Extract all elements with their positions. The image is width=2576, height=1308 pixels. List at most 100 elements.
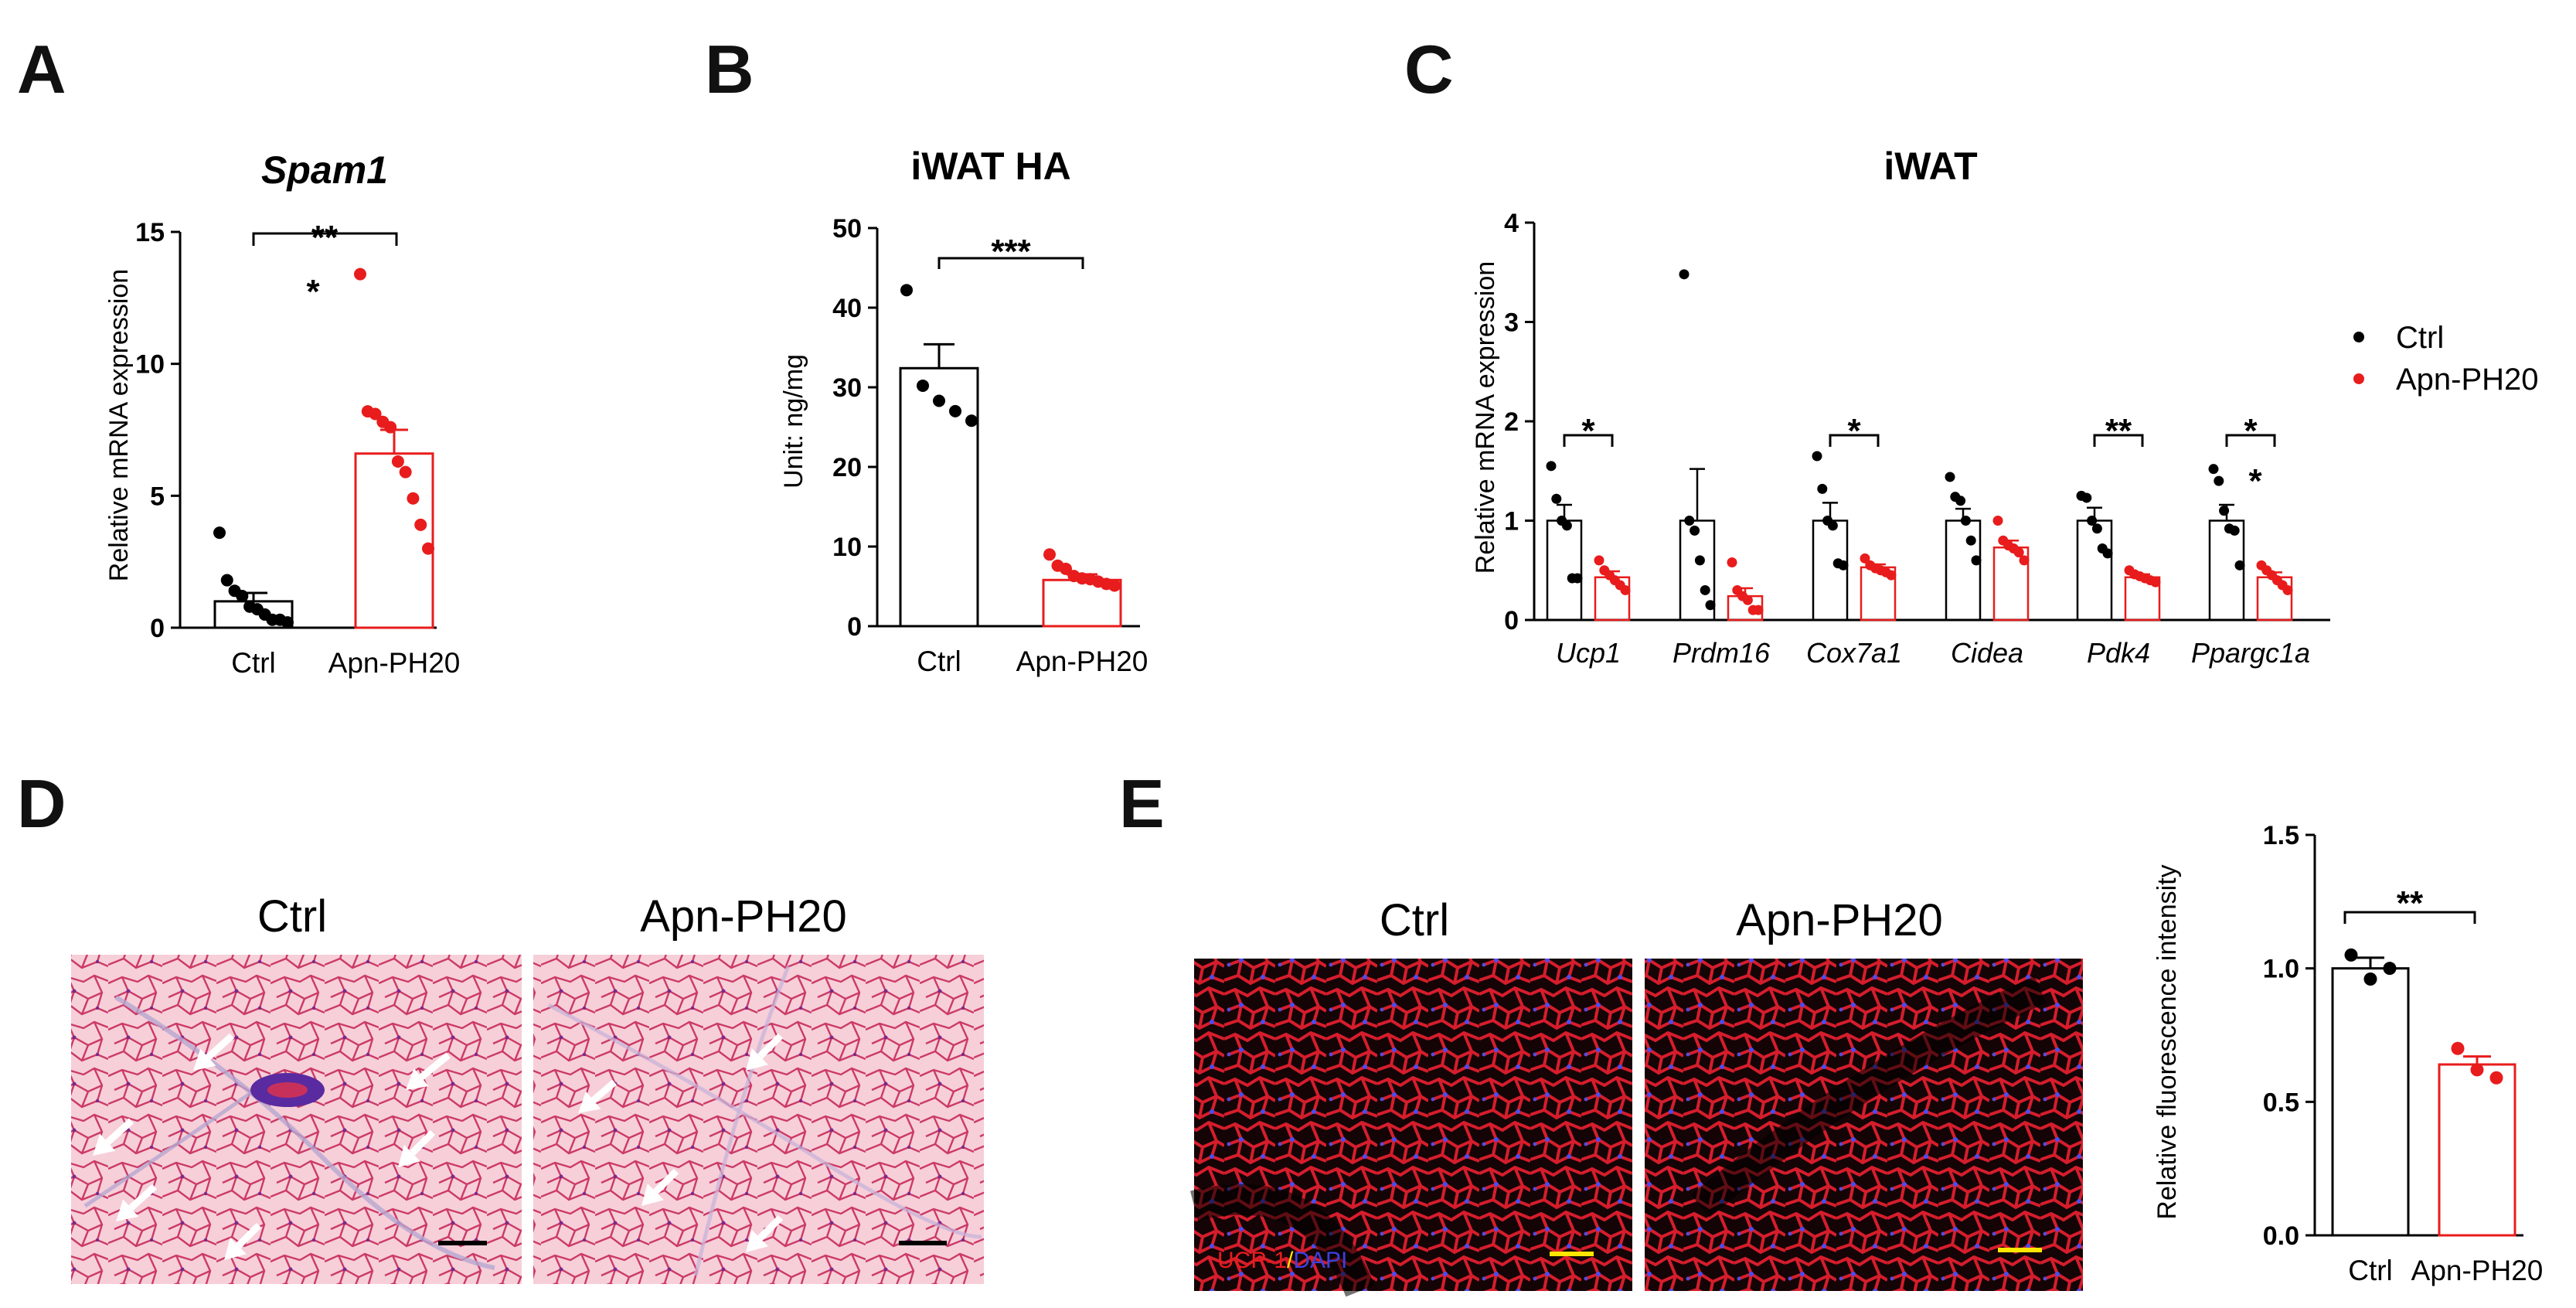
data-point — [1561, 520, 1572, 531]
if-image-ctrl: UCP-1/DAPI — [1190, 959, 1632, 1297]
legend-treat-label: Apn-PH20 — [2396, 363, 2539, 397]
data-point — [1992, 516, 2003, 526]
panel-letter-d: D — [17, 765, 66, 842]
data-point — [1965, 535, 1976, 546]
data-point — [1546, 461, 1557, 472]
data-point — [2383, 962, 2397, 976]
y-tick-label: 5 — [150, 482, 165, 511]
x-tick-label: Cidea — [1951, 637, 2023, 669]
data-point — [384, 421, 397, 434]
data-point — [1753, 605, 1764, 615]
data-point — [949, 404, 961, 417]
bar-ctrl — [2331, 967, 2410, 1237]
sig-label: * — [1581, 412, 1595, 450]
data-point — [2363, 972, 2377, 986]
y-tick-label: 0 — [1504, 606, 1519, 635]
panel-d-images: Ctrl Apn-PH20 — [71, 891, 984, 1284]
y-tick-label: 0.5 — [2263, 1088, 2299, 1117]
data-point — [1817, 483, 1828, 494]
data-point — [1960, 516, 1971, 526]
stain-dapi: DAPI — [1293, 1248, 1347, 1273]
data-point — [1594, 555, 1604, 566]
arrow-marker — [653, 1168, 679, 1194]
stain-legend: UCP-1/DAPI — [1217, 1248, 1347, 1273]
data-point — [1860, 553, 1870, 564]
data-point — [1812, 451, 1822, 462]
bar-pdk4-ctrl — [2076, 519, 2113, 622]
arrow-marker — [757, 1214, 784, 1241]
panel-letter-a: A — [17, 31, 66, 107]
panel-letter-b: B — [705, 31, 754, 107]
arrow-head — [193, 1048, 216, 1071]
panel-a-title: Spam1 — [261, 148, 388, 192]
bar-ppargc1a-ctrl — [2208, 519, 2245, 622]
data-point — [1551, 493, 1562, 504]
arrow-head — [406, 1068, 429, 1090]
x-tick-label: Apn-PH20 — [1016, 645, 1148, 677]
data-point — [2102, 548, 2113, 559]
data-point — [1945, 472, 1955, 482]
stain-separator: / — [1287, 1248, 1294, 1273]
data-point — [1742, 594, 1753, 605]
panel-c-extra-star: * — [2248, 462, 2262, 500]
panel-c-title: iWAT — [1884, 145, 1977, 188]
data-point — [1572, 573, 1583, 584]
data-point — [2470, 1063, 2484, 1077]
y-tick-label: 1.5 — [2263, 821, 2299, 850]
data-point — [213, 526, 226, 540]
data-point — [917, 379, 929, 392]
data-point — [1043, 548, 1056, 561]
sig-bracket — [2093, 434, 2144, 447]
data-point — [1955, 496, 1966, 506]
y-tick-label: 1.0 — [2263, 955, 2299, 984]
arrow-marker — [236, 1222, 262, 1248]
data-point — [391, 455, 404, 468]
y-tick-label: 10 — [832, 533, 862, 562]
sig-label: ** — [2105, 412, 2132, 450]
data-point — [2234, 560, 2245, 571]
arrow-head — [224, 1238, 247, 1260]
x-tick-label: Ctrl — [231, 647, 276, 679]
he-image-ctrl — [71, 955, 522, 1284]
data-point — [1684, 516, 1695, 526]
x-tick-label: Ppargc1a — [2191, 637, 2310, 669]
x-tick-label: Ctrl — [917, 645, 961, 677]
data-point — [281, 616, 294, 629]
x-tick-label: Cox7a1 — [1806, 637, 1902, 669]
data-point — [2451, 1041, 2465, 1055]
y-tick-label: 2 — [1504, 407, 1519, 437]
data-point — [2087, 516, 2098, 526]
data-point — [1827, 520, 1838, 531]
panel-d-label-treat: Apn-PH20 — [640, 891, 847, 942]
y-tick-label: 0 — [150, 614, 165, 643]
arrow-head — [578, 1091, 601, 1113]
data-point — [1838, 560, 1849, 571]
if-image-treat — [1645, 959, 2083, 1291]
data-point — [1700, 584, 1710, 595]
arrow-head — [746, 1230, 768, 1252]
bar-cox7a1-ctrl — [1812, 519, 1849, 622]
data-point — [2489, 1071, 2503, 1085]
data-point — [2081, 492, 2092, 503]
arrow-head — [641, 1184, 664, 1206]
arrow-marker — [206, 1033, 235, 1060]
data-point — [399, 465, 412, 479]
arrow-head — [398, 1145, 420, 1167]
stain-ucp1: UCP-1 — [1217, 1248, 1287, 1273]
panel-letter-e: E — [1119, 765, 1165, 842]
data-point — [2208, 464, 2219, 475]
data-point — [414, 518, 427, 531]
data-point — [1705, 600, 1716, 611]
arrow-marker — [590, 1079, 617, 1103]
panel-a-sig-bracket — [252, 232, 398, 246]
panel-a-chart: Spam1 Relative mRNA expression 0 5 10 15 Ctr… — [104, 148, 460, 679]
panel-a-sig-label: ** — [311, 219, 339, 257]
panel-a-extra-star: * — [306, 273, 320, 311]
data-point — [965, 414, 978, 427]
y-tick-label: 40 — [832, 294, 862, 323]
data-point — [1060, 562, 1072, 575]
data-point — [1620, 584, 1631, 595]
panel-b-ylabel: Unit: ng/mg — [779, 354, 808, 489]
sig-label: * — [1847, 412, 1861, 450]
